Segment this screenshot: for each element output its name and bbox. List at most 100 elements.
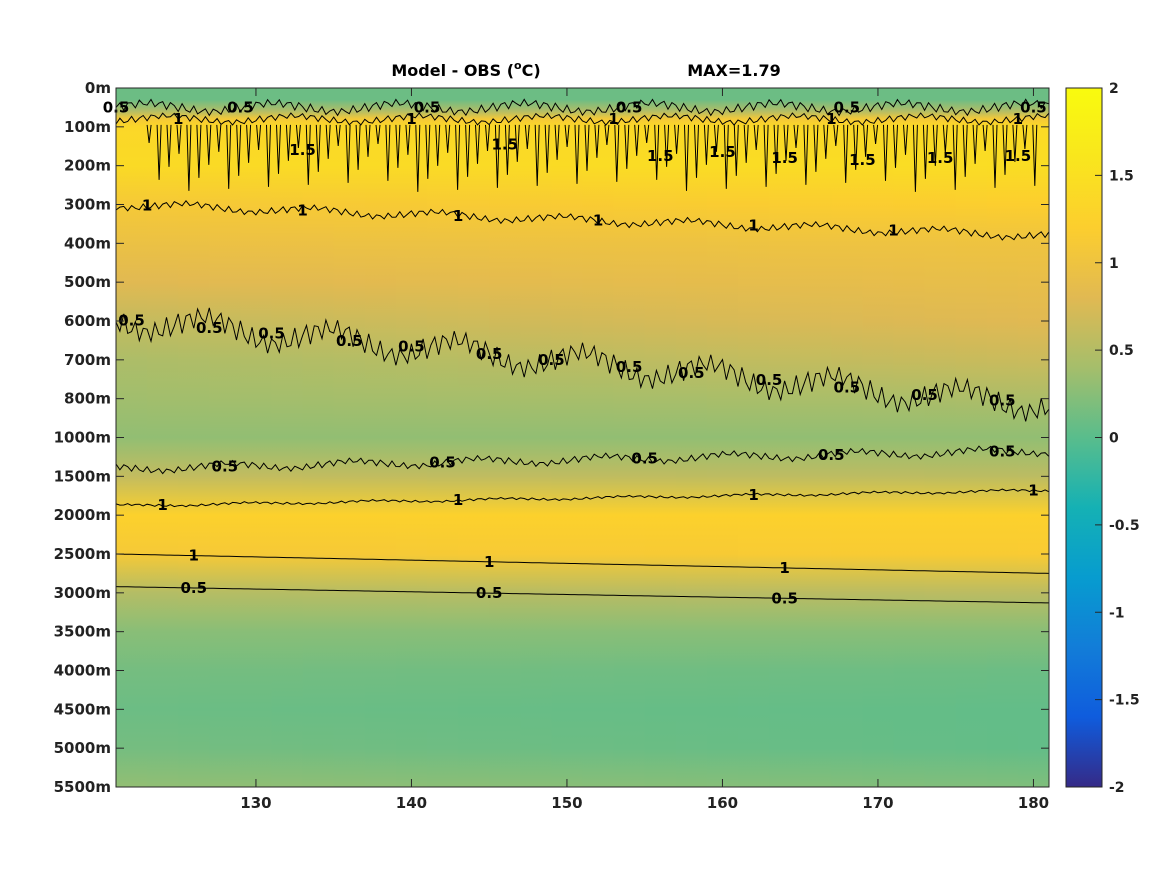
heatmap-column: [271, 88, 304, 787]
colorbar-tick-label: 1: [1109, 256, 1119, 272]
colorbar-ticks: 2 1.5 1 0.5 0 -0.5 -1 -1.5 -2: [1095, 81, 1140, 796]
contour-label: 0.5: [476, 345, 503, 363]
colorbar-tick-label: 2: [1109, 81, 1119, 97]
heatmap-column: [644, 88, 677, 787]
y-tick-label: 4000m: [54, 662, 111, 680]
contour-label: 0.5: [538, 351, 565, 369]
y-tick-label: 200m: [64, 157, 111, 175]
contour-label: 1.5: [771, 149, 798, 167]
contour-label: 1: [484, 553, 494, 571]
contour-label: 0.5: [678, 364, 705, 382]
heatmap-column: [582, 88, 615, 787]
contour-label: 1: [888, 221, 898, 239]
y-tick-label: 700m: [64, 351, 111, 369]
heatmap-column: [706, 88, 739, 787]
contour-label: 1: [173, 110, 183, 128]
colorbar-tick-label: -0.5: [1109, 518, 1140, 534]
contour-label: 0.5: [989, 443, 1016, 461]
contour-label: 0.5: [818, 446, 845, 464]
colorbar-tick-label: 1.5: [1109, 168, 1134, 184]
plot-area: 0.5 0.5 0.5 0.5 0.5 0.51 1 1 1 11 1 1 1 1 10.5 0.5 0.5 0.…: [103, 87, 1050, 788]
contour-label: 1.5: [849, 151, 876, 169]
heatmap-column: [831, 88, 863, 787]
y-tick-label: 4500m: [54, 700, 111, 718]
heatmap-field: [116, 88, 1049, 787]
heatmap-column: [769, 88, 801, 787]
x-tick-label: 140: [396, 794, 427, 812]
y-tick-label: 100m: [64, 118, 111, 136]
heatmap-column: [862, 88, 895, 787]
contour-line-0.5: [116, 586, 1049, 604]
heatmap-column: [489, 88, 521, 787]
heatmap-column: [147, 88, 179, 787]
colorbar-tick-label: -1: [1109, 605, 1125, 621]
contour-label: 0.5: [631, 449, 658, 467]
x-axis: 130 140 150 160 170 180: [240, 88, 1049, 812]
contour-label: 1: [189, 547, 199, 565]
y-tick-label: 0m: [85, 79, 111, 97]
contour-label: 0.5: [227, 98, 254, 116]
contour-label: 1.5: [647, 147, 674, 165]
contour-label: 1: [826, 110, 836, 128]
contour-label: 0.5: [756, 371, 783, 389]
y-axis: 0m 100m 200m 300m 400m 500m 600m 700m 800m 1000m 1…: [54, 79, 1049, 796]
contour-label: 0.5: [336, 332, 363, 350]
heatmap-column: [893, 88, 926, 787]
contour-label: 1.5: [927, 149, 954, 167]
x-tick-label: 170: [862, 794, 893, 812]
contour-label: 0.5: [118, 312, 145, 330]
heatmap-column: [613, 88, 646, 787]
y-tick-label: 3500m: [54, 623, 111, 641]
y-tick-label: 5000m: [54, 739, 111, 757]
contour-label: 1: [142, 197, 152, 215]
colorbar-tick-label: -2: [1109, 780, 1125, 796]
x-tick-label: 150: [551, 794, 582, 812]
heatmap-column: [986, 88, 1019, 787]
contour-label: 0.5: [476, 584, 503, 602]
heatmap-column: [738, 88, 770, 787]
contour-label: 0.5: [398, 338, 425, 356]
x-tick-label: 130: [240, 794, 271, 812]
contour-label: 1: [608, 110, 618, 128]
contour-label: 0.5: [911, 386, 938, 404]
y-tick-label: 400m: [64, 234, 111, 252]
contour-label: 1.5: [1005, 147, 1032, 165]
heatmap-column: [675, 88, 708, 787]
contour-label: 1.5: [709, 143, 736, 161]
contour-label: 1.5: [491, 135, 518, 153]
contour-line-1: [116, 553, 1049, 574]
heatmap-column: [209, 88, 241, 787]
heatmap-column: [178, 88, 210, 787]
colorbar: 2 1.5 1 0.5 0 -0.5 -1 -1.5 -2: [1065, 81, 1140, 796]
colorbar-tick-label: 0.5: [1109, 343, 1134, 359]
colorbar-tick-label: -1.5: [1109, 693, 1140, 709]
contour-label: 0.5: [834, 98, 861, 116]
heatmap-column: [395, 88, 428, 787]
contour-line-0.5: [116, 307, 1049, 422]
contour-label: 0.5: [196, 319, 223, 337]
contour-label: 0.5: [414, 98, 441, 116]
contour-label: 0.5: [834, 379, 861, 397]
heatmap-column: [551, 88, 584, 787]
contour-label: 0.5: [429, 453, 456, 471]
contour-label: 0.5: [616, 358, 643, 376]
heatmap-column: [955, 88, 988, 787]
contour-label: 1: [453, 207, 463, 225]
y-tick-label: 3000m: [54, 584, 111, 602]
heatmap-column: [924, 88, 957, 787]
y-tick-label: 1000m: [54, 429, 111, 447]
heatmap-column: [458, 88, 490, 787]
chart-title: Model - OBS (oC): [391, 59, 540, 80]
contour-label: 0.5: [258, 325, 285, 343]
contour-line-1: [116, 112, 1049, 126]
contour-label: 0.5: [1020, 98, 1047, 116]
colorbar-tick-label: 0: [1109, 431, 1119, 447]
contour-label: 1: [779, 559, 789, 577]
contour-line-1: [116, 199, 1049, 241]
heatmap-column: [240, 88, 273, 787]
heatmap-column: [427, 88, 459, 787]
contour-label: 1: [593, 212, 603, 230]
contour-label: 1.5: [289, 141, 316, 159]
y-tick-label: 600m: [64, 312, 111, 330]
contour-label: 0.5: [180, 579, 207, 597]
